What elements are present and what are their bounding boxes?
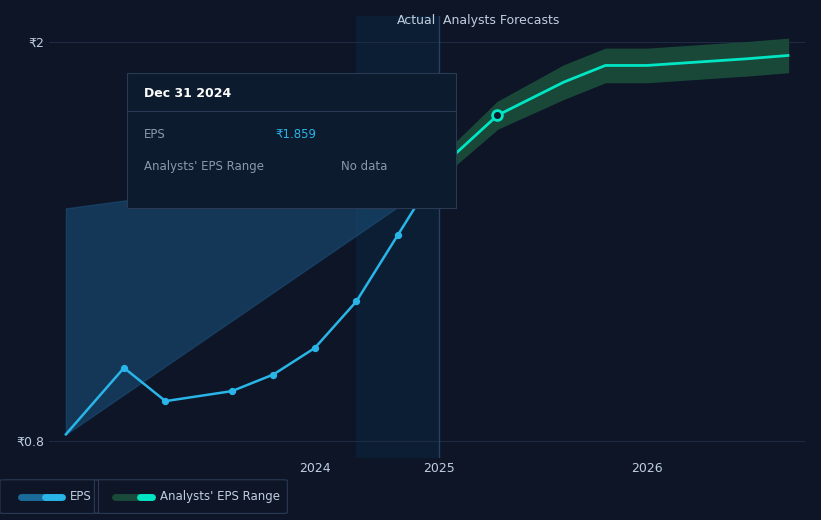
Point	[392, 231, 405, 239]
Point	[267, 370, 280, 379]
Point	[433, 164, 446, 173]
Text: Analysts' EPS Range: Analysts' EPS Range	[144, 160, 264, 173]
Point	[117, 363, 131, 372]
Text: Dec 31 2024: Dec 31 2024	[144, 87, 231, 100]
Point	[309, 344, 322, 352]
Text: No data: No data	[341, 160, 387, 173]
Bar	[356, 16, 439, 458]
Point	[159, 397, 172, 405]
Text: Actual: Actual	[397, 14, 436, 27]
Point	[350, 297, 363, 306]
Text: ₹1.859: ₹1.859	[275, 128, 316, 141]
Point	[225, 387, 238, 395]
Text: Analysts' EPS Range: Analysts' EPS Range	[160, 490, 280, 503]
Text: EPS: EPS	[144, 128, 165, 141]
Text: Analysts Forecasts: Analysts Forecasts	[443, 14, 559, 27]
Point	[491, 111, 504, 120]
Text: EPS: EPS	[70, 490, 91, 503]
